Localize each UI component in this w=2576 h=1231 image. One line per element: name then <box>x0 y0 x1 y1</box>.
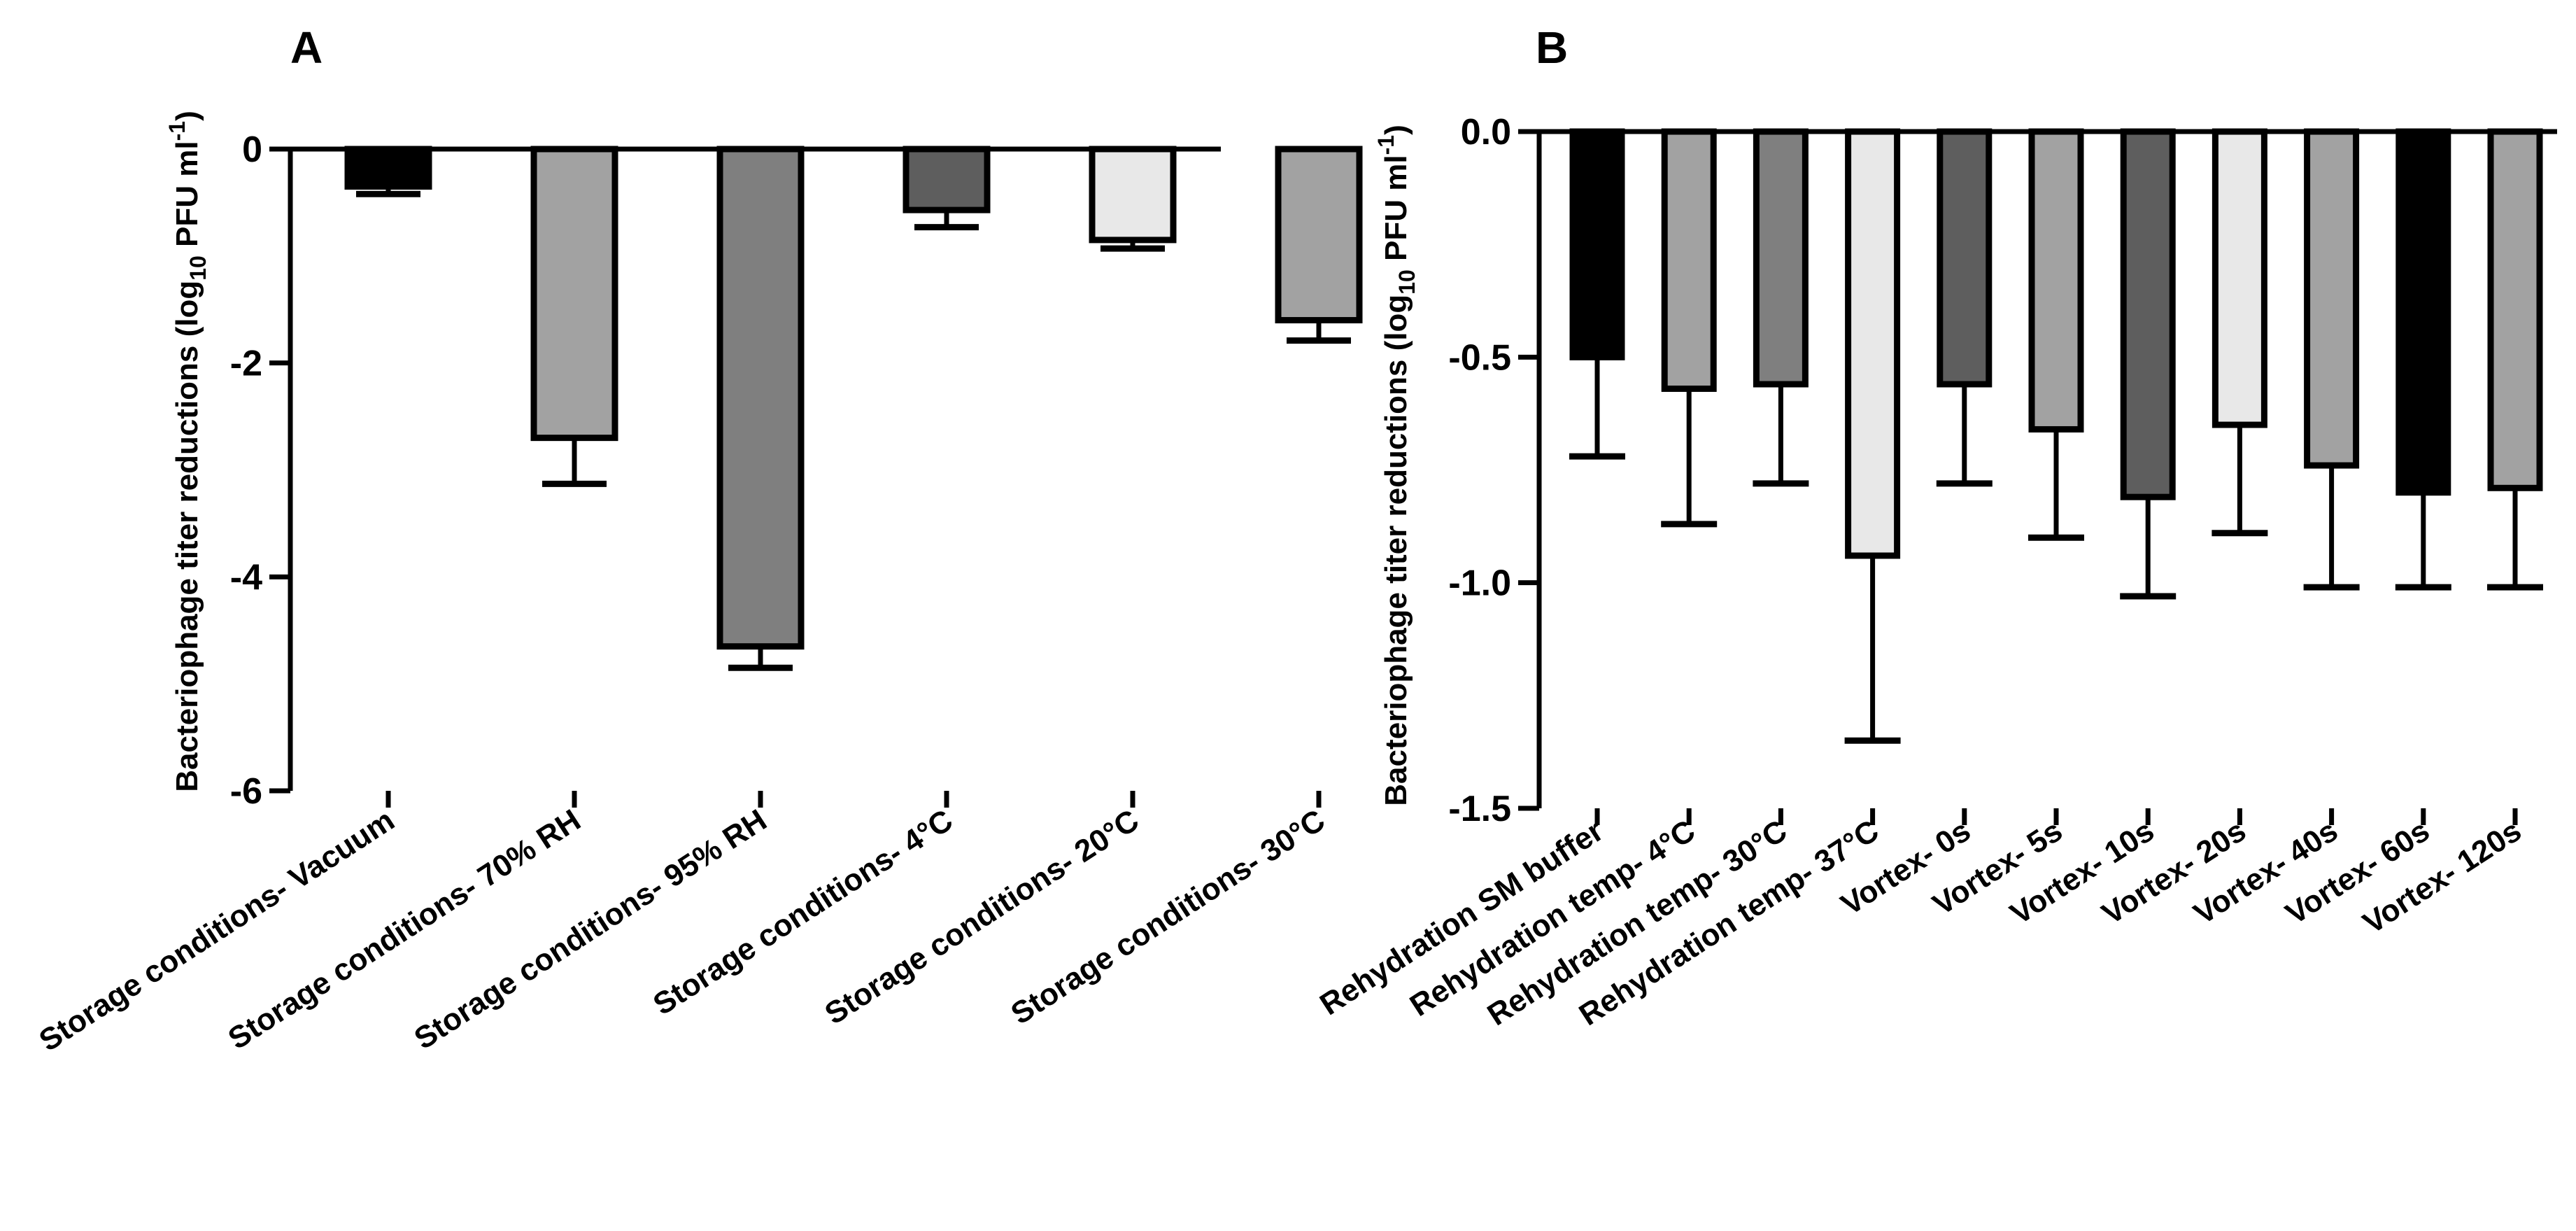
panel-a-plot <box>344 146 1363 671</box>
panel-a-y-tick-label: 0 <box>242 129 262 170</box>
panel-a-category-label: Storage conditions- 20°C <box>819 803 1145 1031</box>
panel-a-bar <box>344 146 432 190</box>
panel-a-bar <box>1275 146 1363 324</box>
panel-b-bar <box>1937 128 1993 388</box>
panel-a-y-tick-label: -4 <box>230 557 262 598</box>
panel-a-category-label: Storage conditions- Vacuum <box>34 803 401 1058</box>
panel-b-bar <box>2211 128 2267 428</box>
panel-b-y-title-main: Bacteriophage titer reductions (log <box>1379 295 1413 806</box>
panel-a-y-title-main: Bacteriophage titer reductions (log <box>170 281 204 792</box>
panel-b-bar <box>1661 128 1717 392</box>
panel-a-category-label: Storage conditions- 30°C <box>1005 803 1331 1031</box>
panel-a-label: A <box>290 22 323 73</box>
panel-b-category-label: Vortex- 120s <box>2357 813 2527 941</box>
panel-a-bar <box>1089 146 1177 244</box>
panel-b-bar <box>2120 128 2176 500</box>
panel-b-y-tick-label: -1.5 <box>1448 789 1511 829</box>
panel-a-category-label: Storage conditions- 95% RH <box>409 803 773 1056</box>
panel-b-y-title-sup: -1 <box>1373 135 1399 155</box>
panel-a-y-axis-title: Bacteriophage titer reductions (log10 PF… <box>164 111 211 792</box>
panel-b: B Bacteriophage titer reductions (log10 … <box>1314 22 2557 1032</box>
panel-a: A Bacteriophage titer reductions (log10 … <box>34 22 1363 1058</box>
panel-a-y-ticks: 0 -2 -4 -6 <box>230 129 290 812</box>
panel-b-y-tick-label: 0.0 <box>1461 112 1511 153</box>
panel-b-label: B <box>1536 22 1568 73</box>
panel-a-y-title-sup: -1 <box>164 121 190 141</box>
panel-b-bar <box>2028 128 2084 432</box>
panel-a-y-title-end: ) <box>170 111 204 121</box>
panel-a-category-label: Storage conditions- 4°C <box>647 803 958 1022</box>
panel-a-bar <box>530 146 618 442</box>
panel-b-y-title-mid: PFU ml <box>1379 155 1413 269</box>
panel-b-y-tick-label: -1.0 <box>1448 563 1511 604</box>
panel-b-y-title-end: ) <box>1379 125 1413 135</box>
panel-b-y-tick-label: -0.5 <box>1448 337 1511 378</box>
panel-a-bar <box>903 146 991 213</box>
panel-b-y-axis-title: Bacteriophage titer reductions (log10 PF… <box>1373 125 1420 806</box>
panel-a-y-tick-label: -2 <box>230 344 262 384</box>
panel-a-bar <box>716 146 805 650</box>
panel-b-bar <box>1753 128 1809 388</box>
panel-b-bar <box>2395 128 2451 496</box>
panel-b-bar <box>2487 128 2543 491</box>
panel-b-y-title-sub: 10 <box>1394 269 1420 295</box>
panel-a-y-title-sub: 10 <box>185 255 211 281</box>
panel-b-y-ticks: 0.0 -0.5 -1.0 -1.5 <box>1448 112 1539 829</box>
panel-b-bar <box>1845 128 1901 559</box>
panel-a-y-title-mid: PFU ml <box>170 141 204 255</box>
panel-b-bar <box>1569 128 1625 360</box>
panel-b-bar <box>2304 128 2360 469</box>
panel-b-plot <box>1569 128 2543 744</box>
panel-a-category-label: Storage conditions- 70% RH <box>222 803 587 1056</box>
panel-a-y-tick-label: -6 <box>230 771 262 812</box>
